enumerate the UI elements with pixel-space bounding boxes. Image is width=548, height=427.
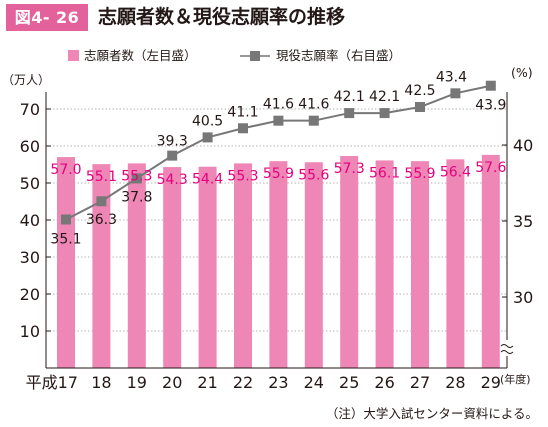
line-point	[308, 115, 319, 126]
line-value-label: 42.5	[404, 83, 435, 99]
bar-value-label: 55.9	[263, 166, 294, 182]
line-value-label: 43.4	[436, 69, 467, 85]
bar-value-label: 55.9	[404, 166, 435, 182]
line-value-label: 37.8	[121, 189, 152, 205]
bar	[198, 166, 217, 368]
bar-value-label: 55.3	[227, 168, 258, 184]
x-tick-label: 18	[91, 373, 111, 392]
line-point	[167, 150, 178, 161]
right-tick-label: 35	[513, 212, 533, 231]
line-value-label: 35.1	[50, 231, 81, 247]
line-point	[485, 80, 496, 91]
axes: 10 20 30 40 50 60 70 30 35 40 平成17 18 19 20 21 22 23 24 25…	[20, 92, 533, 392]
figure-label: 図4- 26	[6, 4, 88, 31]
bar-value-label: 56.4	[440, 164, 471, 180]
x-tick-label: 22	[233, 373, 253, 392]
bar-value-label: 55.3	[121, 168, 152, 184]
bar-value-label: 54.3	[157, 172, 188, 188]
bar	[57, 157, 75, 368]
bar-value-label: 57.6	[475, 160, 506, 176]
line-value-label: 40.5	[192, 113, 223, 129]
bar-value-label: 55.1	[86, 169, 117, 185]
left-tick-label: 60	[20, 137, 40, 156]
bar	[340, 155, 359, 368]
x-axis-unit: (年度)	[500, 372, 531, 386]
line-value-label: 41.1	[227, 104, 258, 120]
axis-break-mark	[500, 344, 514, 354]
right-tick-label: 40	[513, 136, 533, 155]
legend: 志願者数（左目盛） 現役志願率（右目盛）	[68, 48, 401, 63]
legend-line-label: 現役志願率（右目盛）	[276, 48, 401, 63]
bars	[57, 154, 500, 368]
left-tick-label: 10	[20, 322, 40, 341]
legend-bar-label: 志願者数（左目盛）	[84, 48, 197, 63]
source-note: （注）大学入試センター資料による。	[325, 406, 538, 421]
line-point	[131, 173, 142, 184]
data-labels: 57.0 55.1 55.3 54.3 54.4 55.3 55.9 55.6 57.3 56.1…	[50, 69, 506, 247]
x-tick-label: 29	[481, 373, 501, 392]
line-point	[61, 214, 71, 225]
line-point	[96, 196, 107, 207]
line-value-label: 42.1	[334, 89, 365, 105]
line-value-label: 42.1	[369, 89, 400, 105]
line-value-label: 36.3	[86, 212, 117, 228]
bar-value-label: 54.4	[192, 172, 223, 188]
left-tick-label: 50	[20, 174, 40, 193]
bar	[127, 163, 146, 368]
x-tick-label: 25	[339, 373, 359, 392]
bar	[481, 154, 500, 368]
line-value-label: 39.3	[157, 134, 188, 150]
bar-value-label: 57.3	[334, 161, 365, 177]
line-point	[415, 102, 425, 112]
x-tick-label: 23	[268, 373, 288, 392]
legend-line-marker	[250, 51, 260, 61]
left-axis-unit: （万人）	[2, 73, 50, 87]
chart-title: 志願者数＆現役志願率の推移	[98, 6, 346, 28]
bar	[234, 163, 252, 368]
bar	[163, 167, 182, 368]
line-value-label: 41.6	[298, 97, 329, 113]
bar-value-label: 55.6	[298, 167, 329, 183]
x-tick-label: 27	[410, 373, 430, 392]
bar	[375, 160, 394, 368]
bar	[411, 161, 429, 368]
line-value-label: 43.9	[475, 98, 506, 114]
bar-value-label: 57.0	[50, 162, 81, 178]
bar	[304, 162, 323, 368]
x-tick-label: 20	[162, 373, 182, 392]
line-point	[202, 132, 213, 143]
bar-value-label: 56.1	[369, 165, 400, 181]
right-axis-unit: (%)	[511, 65, 533, 80]
right-tick-label: 30	[513, 288, 533, 307]
line-point	[273, 115, 284, 126]
bar	[269, 161, 288, 368]
left-tick-label: 40	[20, 211, 40, 230]
x-tick-label: 19	[127, 373, 147, 392]
x-tick-label: 24	[304, 373, 324, 392]
x-tick-label: 21	[197, 373, 217, 392]
x-tick-label: 28	[445, 373, 465, 392]
line-value-label: 41.6	[263, 97, 294, 113]
left-tick-label: 70	[20, 100, 40, 119]
bar	[446, 159, 465, 368]
line-point	[450, 88, 461, 99]
legend-bar-swatch	[68, 50, 79, 61]
bar	[92, 164, 111, 368]
line-point	[379, 108, 390, 119]
line-point	[344, 108, 355, 119]
x-tick-label: 平成17	[26, 373, 78, 392]
rate-line	[61, 80, 496, 225]
x-tick-label: 26	[374, 373, 394, 392]
left-tick-label: 30	[20, 248, 40, 267]
left-tick-label: 20	[20, 285, 40, 304]
line-point	[238, 123, 248, 134]
